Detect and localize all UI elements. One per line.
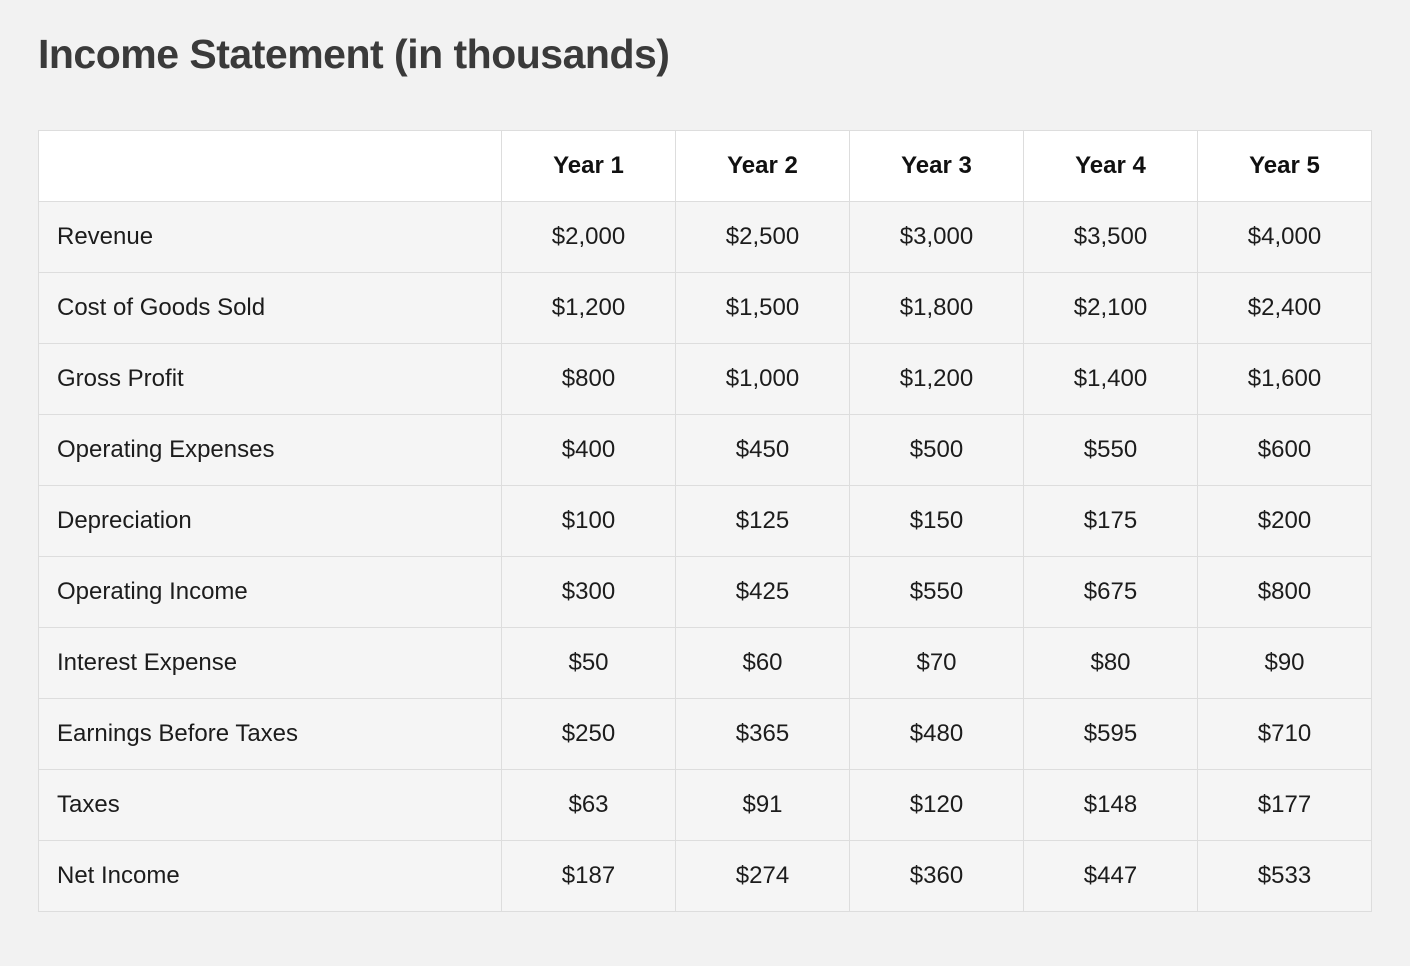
column-header-year-2: Year 2 [675,130,850,203]
column-header-year-4: Year 4 [1023,130,1198,203]
cell-value: $2,000 [501,201,676,274]
table-row: Cost of Goods Sold $1,200 $1,500 $1,800 $2,1… [38,272,1372,345]
cell-value: $100 [501,485,676,558]
cell-value: $200 [1197,485,1372,558]
cell-value: $4,000 [1197,201,1372,274]
cell-value: $425 [675,556,850,629]
table-row: Operating Income $300 $425 $550 $675 $800 [38,556,1372,629]
row-label: Cost of Goods Sold [38,272,502,345]
cell-value: $550 [1023,414,1198,487]
row-label: Operating Income [38,556,502,629]
row-label: Net Income [38,840,502,913]
table-body: Revenue $2,000 $2,500 $3,000 $3,500 $4,000 Cos… [38,201,1372,913]
column-header-year-3: Year 3 [849,130,1024,203]
table-header: Year 1 Year 2 Year 3 Year 4 Year 5 [38,130,1372,203]
row-label: Gross Profit [38,343,502,416]
row-label: Depreciation [38,485,502,558]
cell-value: $50 [501,627,676,700]
cell-value: $274 [675,840,850,913]
row-label: Interest Expense [38,627,502,700]
cell-value: $63 [501,769,676,842]
cell-value: $300 [501,556,676,629]
cell-value: $125 [675,485,850,558]
cell-value: $2,400 [1197,272,1372,345]
cell-value: $175 [1023,485,1198,558]
cell-value: $80 [1023,627,1198,700]
table-row: Taxes $63 $91 $120 $148 $177 [38,769,1372,842]
cell-value: $2,500 [675,201,850,274]
cell-value: $360 [849,840,1024,913]
cell-value: $70 [849,627,1024,700]
cell-value: $90 [1197,627,1372,700]
cell-value: $447 [1023,840,1198,913]
cell-value: $1,800 [849,272,1024,345]
cell-value: $365 [675,698,850,771]
cell-value: $595 [1023,698,1198,771]
cell-value: $800 [501,343,676,416]
cell-value: $1,500 [675,272,850,345]
table-row: Net Income $187 $274 $360 $447 $533 [38,840,1372,913]
row-label: Taxes [38,769,502,842]
cell-value: $550 [849,556,1024,629]
cell-value: $250 [501,698,676,771]
cell-value: $120 [849,769,1024,842]
cell-value: $1,400 [1023,343,1198,416]
cell-value: $1,000 [675,343,850,416]
row-label: Operating Expenses [38,414,502,487]
cell-value: $177 [1197,769,1372,842]
cell-value: $600 [1197,414,1372,487]
table-row: Revenue $2,000 $2,500 $3,000 $3,500 $4,000 [38,201,1372,274]
column-header-year-1: Year 1 [501,130,676,203]
cell-value: $500 [849,414,1024,487]
cell-value: $187 [501,840,676,913]
cell-value: $400 [501,414,676,487]
column-header-empty [38,130,502,203]
table-row: Gross Profit $800 $1,000 $1,200 $1,400 $1,600 [38,343,1372,416]
cell-value: $480 [849,698,1024,771]
table-row: Interest Expense $50 $60 $70 $80 $90 [38,627,1372,700]
cell-value: $533 [1197,840,1372,913]
row-label: Earnings Before Taxes [38,698,502,771]
cell-value: $150 [849,485,1024,558]
table-row: Operating Expenses $400 $450 $500 $550 $600 [38,414,1372,487]
cell-value: $450 [675,414,850,487]
cell-value: $148 [1023,769,1198,842]
table-row: Earnings Before Taxes $250 $365 $480 $595 $71… [38,698,1372,771]
cell-value: $710 [1197,698,1372,771]
cell-value: $2,100 [1023,272,1198,345]
column-header-year-5: Year 5 [1197,130,1372,203]
cell-value: $1,200 [849,343,1024,416]
cell-value: $91 [675,769,850,842]
cell-value: $3,000 [849,201,1024,274]
cell-value: $1,600 [1197,343,1372,416]
cell-value: $800 [1197,556,1372,629]
page-title: Income Statement (in thousands) [38,31,670,77]
cell-value: $3,500 [1023,201,1198,274]
cell-value: $675 [1023,556,1198,629]
header-row: Year 1 Year 2 Year 3 Year 4 Year 5 [38,130,1372,203]
table-row: Depreciation $100 $125 $150 $175 $200 [38,485,1372,558]
cell-value: $60 [675,627,850,700]
income-statement-table: Year 1 Year 2 Year 3 Year 4 Year 5 Revenue $2… [38,130,1372,913]
cell-value: $1,200 [501,272,676,345]
row-label: Revenue [38,201,502,274]
